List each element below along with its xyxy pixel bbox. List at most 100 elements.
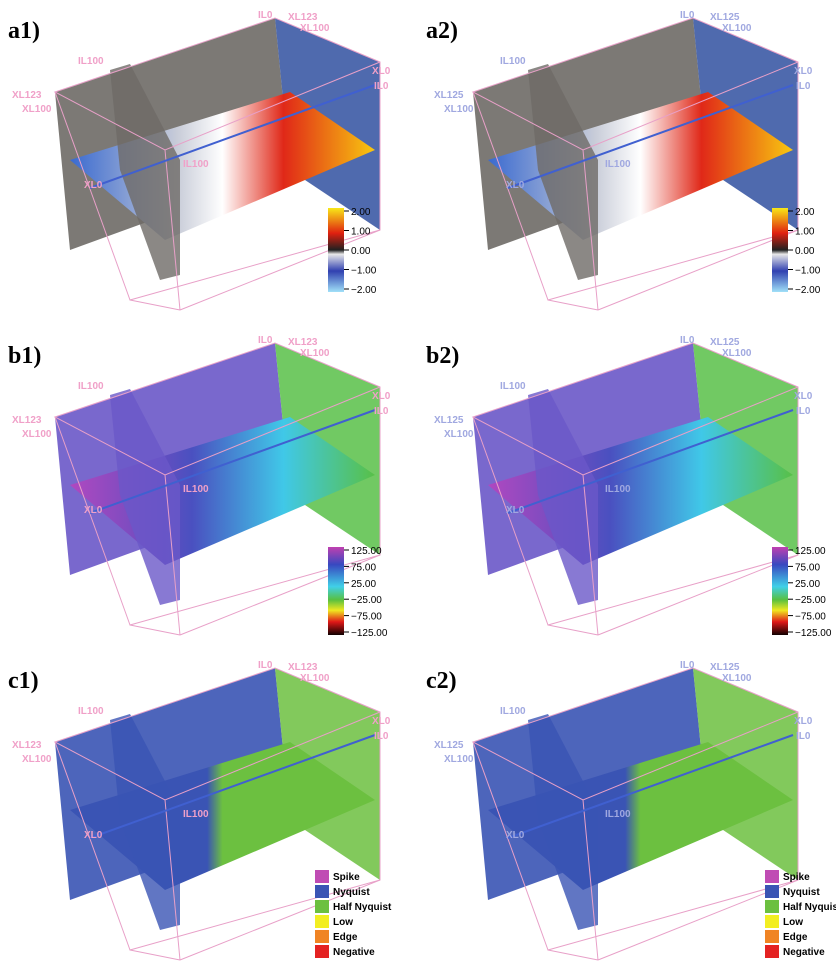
axis-annotation: IL100	[183, 809, 209, 820]
axis-annotation: IL100	[78, 56, 104, 67]
axis-annotation: IL0	[374, 81, 389, 92]
axis-annotation: XL100	[722, 348, 752, 359]
panel-label: a1)	[8, 18, 40, 44]
axis-annotation: IL0	[796, 81, 811, 92]
axis-annotation: XL100	[444, 429, 474, 440]
legend-label: Edge	[333, 932, 358, 943]
box-edge	[180, 230, 380, 310]
colorbar-label: 1.00	[795, 227, 815, 238]
axis-annotation: XL100	[444, 104, 474, 115]
colorbar	[328, 208, 344, 292]
axis-annotation: IL0	[258, 10, 273, 21]
axis-annotation: IL100	[605, 484, 631, 495]
colorbar-label: 2.00	[795, 207, 815, 218]
legend-label: Edge	[783, 932, 808, 943]
axis-annotation: XL125	[710, 337, 740, 348]
legend-swatch	[315, 930, 329, 943]
axis-annotation: XL0	[506, 830, 525, 841]
axis-annotation: XL100	[300, 23, 330, 34]
axis-annotation: XL0	[372, 66, 391, 77]
colorbar-label: 25.00	[795, 579, 820, 590]
axis-annotation: IL100	[500, 706, 526, 717]
axis-annotation: XL0	[84, 180, 103, 191]
box-edge	[130, 625, 180, 635]
panel: b1)IL0XL123XL100IL100XL123XL100XL0IL0IL1…	[8, 335, 391, 639]
colorbar-label: 0.00	[351, 246, 371, 257]
colorbar-label: −1.00	[351, 266, 377, 277]
axis-annotation: XL100	[300, 673, 330, 684]
panel: c2)IL0XL125XL100IL100XL125XL100XL0IL0IL1…	[426, 660, 836, 960]
axis-annotation: IL0	[374, 731, 389, 742]
colorbar-label: −1.00	[795, 266, 821, 277]
axis-annotation: IL0	[680, 10, 695, 21]
colorbar-label: −125.00	[795, 628, 832, 639]
colorbar-label: −2.00	[351, 285, 377, 296]
legend-label: Low	[783, 917, 803, 928]
axis-annotation: IL100	[500, 56, 526, 67]
colorbar-label: 125.00	[795, 546, 826, 557]
legend-label: Spike	[333, 872, 360, 883]
axis-annotation: XL0	[794, 716, 813, 727]
axis-annotation: IL100	[78, 381, 104, 392]
axis-annotation: XL125	[710, 12, 740, 23]
axis-annotation: XL0	[84, 505, 103, 516]
legend-swatch	[765, 885, 779, 898]
colorbar	[772, 547, 788, 635]
colorbar-label: 2.00	[351, 207, 371, 218]
legend-swatch	[765, 870, 779, 883]
axis-annotation: XL0	[372, 391, 391, 402]
colorbar-label: −2.00	[795, 285, 821, 296]
legend-swatch	[315, 885, 329, 898]
box-edge	[548, 625, 598, 635]
colorbar-label: −75.00	[795, 612, 826, 623]
axis-annotation: XL0	[506, 180, 525, 191]
axis-annotation: IL100	[183, 484, 209, 495]
legend-swatch	[315, 900, 329, 913]
axis-annotation: IL0	[680, 335, 695, 346]
axis-annotation: XL123	[12, 740, 42, 751]
legend-swatch	[315, 870, 329, 883]
axis-annotation: XL125	[434, 90, 464, 101]
axis-annotation: IL100	[183, 159, 209, 170]
axis-annotation: XL123	[288, 12, 318, 23]
axis-annotation: XL100	[722, 23, 752, 34]
colorbar	[772, 208, 788, 292]
colorbar-label: 0.00	[795, 246, 815, 257]
axis-annotation: XL125	[710, 662, 740, 673]
legend-label: Half Nyquist	[783, 902, 836, 913]
colorbar-label: −25.00	[351, 595, 382, 606]
colorbar-label: −75.00	[351, 612, 382, 623]
colorbar-label: −25.00	[795, 595, 826, 606]
box-edge	[548, 300, 598, 310]
axis-annotation: XL0	[794, 391, 813, 402]
legend-swatch	[765, 900, 779, 913]
axis-annotation: XL100	[300, 348, 330, 359]
legend-label: Spike	[783, 872, 810, 883]
axis-annotation: IL0	[680, 660, 695, 671]
axis-annotation: IL0	[796, 731, 811, 742]
colorbar-label: 25.00	[351, 579, 376, 590]
panel-label: c1)	[8, 668, 39, 694]
box-edge	[180, 555, 380, 635]
axis-annotation: IL0	[374, 406, 389, 417]
box-edge	[548, 950, 598, 960]
axis-annotation: XL100	[22, 104, 52, 115]
panel-label: a2)	[426, 18, 458, 44]
legend-label: Nyquist	[333, 887, 370, 898]
axis-annotation: XL100	[722, 673, 752, 684]
axis-annotation: XL0	[506, 505, 525, 516]
axis-annotation: XL0	[372, 716, 391, 727]
axis-annotation: XL123	[12, 415, 42, 426]
panel-label: c2)	[426, 668, 457, 694]
axis-annotation: IL100	[78, 706, 104, 717]
axis-annotation: XL123	[288, 662, 318, 673]
legend-swatch	[765, 915, 779, 928]
colorbar-label: 1.00	[351, 227, 371, 238]
axis-annotation: XL0	[794, 66, 813, 77]
box-edge	[130, 950, 180, 960]
axis-annotation: IL100	[500, 381, 526, 392]
legend-swatch	[765, 945, 779, 958]
